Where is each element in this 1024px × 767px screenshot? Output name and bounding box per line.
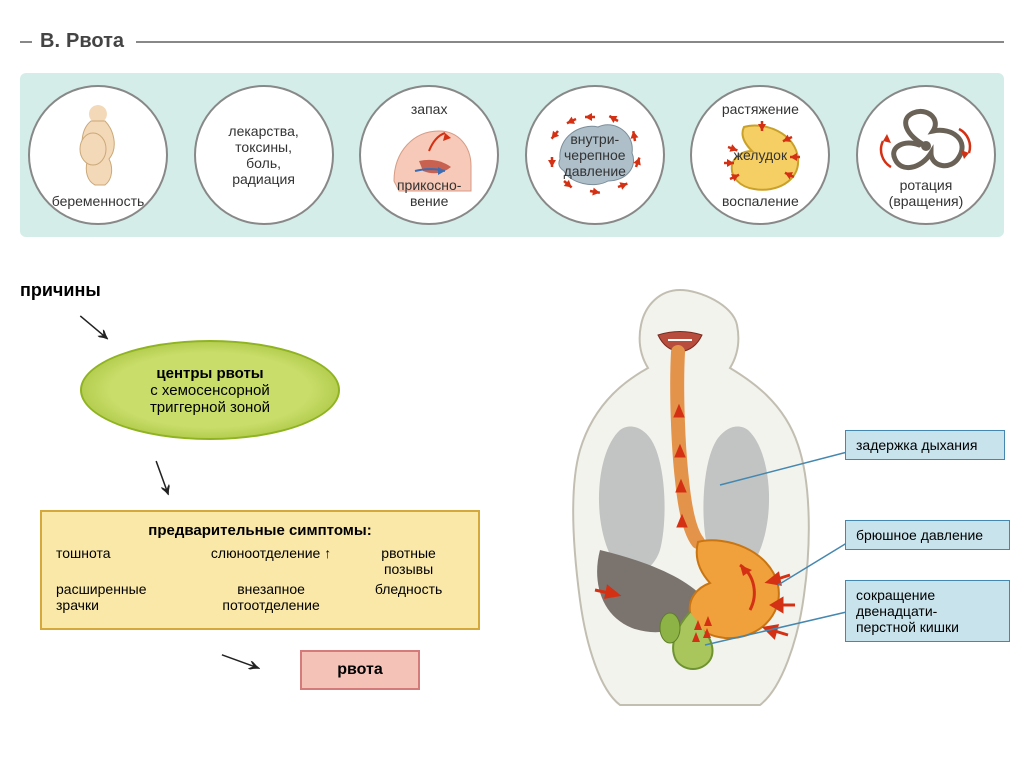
oval-line2: с хемосенсорной bbox=[150, 382, 269, 399]
cause-label-bottom: прикосно- вение bbox=[397, 177, 461, 209]
cause-label-bottom: воспаление bbox=[722, 193, 799, 209]
cause-rotation: ротация (вращения) bbox=[856, 85, 996, 225]
symptoms-box: предварительные симптомы: тошнота слюноот… bbox=[40, 510, 480, 630]
arrow-symptoms-to-rvota: → bbox=[204, 625, 283, 688]
symptom-cell: бледность bbox=[353, 581, 464, 613]
cause-label-bottom: ротация (вращения) bbox=[889, 177, 964, 209]
cause-icp: внутри- черепное давление bbox=[525, 85, 665, 225]
anatomy-tag-abdominal-pressure: брюшное давление bbox=[845, 520, 1010, 550]
cause-label-mid: лекарства, токсины, боль, радиация bbox=[228, 123, 298, 187]
cause-label-top: растяжение bbox=[722, 101, 799, 117]
symptoms-header: предварительные симптомы: bbox=[56, 522, 464, 539]
section-title: Рвота bbox=[66, 30, 124, 53]
anatomy-tag-duodenal-contraction: сокращение двенадцати- перстной кишки bbox=[845, 580, 1010, 642]
title-dash bbox=[20, 41, 32, 43]
section-header: В. Рвота bbox=[20, 30, 1004, 53]
anatomy-box: задержка дыхания брюшное давление сокращен… bbox=[490, 280, 1010, 720]
rvota-final-box: рвота bbox=[300, 650, 420, 690]
cause-label-top: запах bbox=[411, 101, 448, 117]
section-letter: В. bbox=[40, 30, 60, 53]
arrow-center-to-symptoms: → bbox=[138, 440, 198, 512]
title-rule bbox=[136, 41, 1004, 43]
symptom-cell: тошнота bbox=[56, 545, 189, 577]
symptom-cell: внезапное потоотделение bbox=[199, 581, 343, 613]
cause-drugs: лекарства, токсины, боль, радиация bbox=[194, 85, 334, 225]
anatomy-illustration bbox=[500, 280, 860, 710]
cause-pregnancy: беременность bbox=[28, 85, 168, 225]
cause-label-mid: желудок bbox=[734, 147, 787, 163]
cause-smell-touch: запах прикосно- вение bbox=[359, 85, 499, 225]
oval-line1: центры рвоты bbox=[156, 365, 263, 382]
symptom-cell: слюноотделение ↑ bbox=[199, 545, 343, 577]
vomit-center-oval: центры рвоты с хемосенсорной триггерной … bbox=[80, 340, 340, 440]
arrow-causes-to-center: → bbox=[61, 287, 135, 359]
symptom-cell: расширенные зрачки bbox=[56, 581, 189, 613]
cause-stomach-stretch: растяжение желудок воспаление bbox=[690, 85, 830, 225]
flow-area: → центры рвоты с хемосенсорной триггерно… bbox=[0, 260, 1024, 767]
causes-strip: беременность лекарства, токсины, боль, ра… bbox=[20, 73, 1004, 237]
symptom-cell: рвотные позывы bbox=[353, 545, 464, 577]
cause-label-mid: внутри- черепное давление bbox=[564, 131, 626, 179]
oval-line3: триггерной зоной bbox=[150, 399, 270, 416]
cause-label-bottom: беременность bbox=[52, 193, 145, 209]
rvota-label: рвота bbox=[337, 661, 383, 679]
anatomy-tag-breath-hold: задержка дыхания bbox=[845, 430, 1005, 460]
symptom-grid: тошнота слюноотделение ↑ рвотные позывы рас… bbox=[56, 545, 464, 613]
